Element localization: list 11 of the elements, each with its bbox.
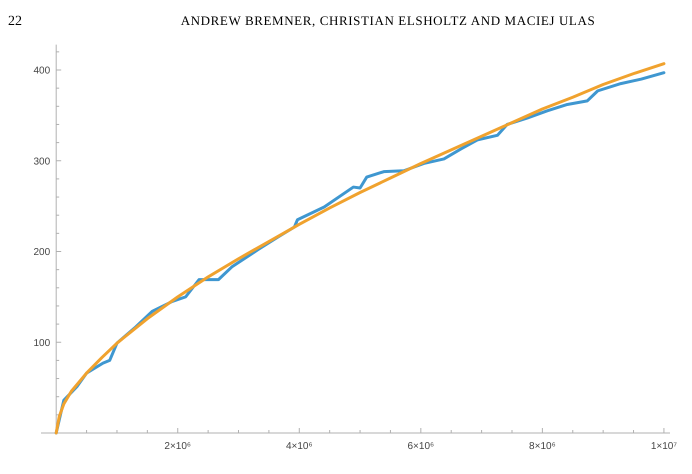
y-tick-label: 400 <box>34 66 51 76</box>
x-tick-label: 6×10⁶ <box>408 441 434 452</box>
x-tick-label: 8×10⁶ <box>529 441 556 452</box>
text: ANDREW BREMNER, CHRISTIAN ELSHOLTZ AND MACIEJ ULAS <box>180 13 596 28</box>
x-tick-label: 2×10⁶ <box>164 441 192 452</box>
x-tick-label: 1×10⁷ <box>650 441 678 452</box>
y-tick-label: 100 <box>34 338 51 349</box>
y-tick-label: 200 <box>34 247 51 258</box>
y-tick-label: 300 <box>34 156 51 168</box>
x-tick-label: 4×10⁶ <box>286 441 313 452</box>
text: 22 <box>8 14 22 29</box>
